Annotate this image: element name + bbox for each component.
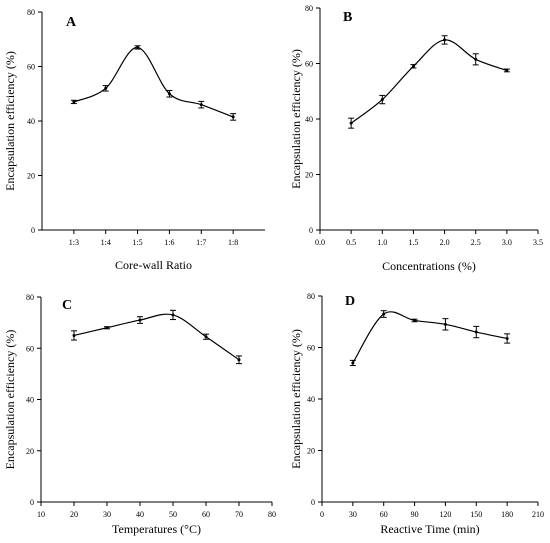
y-tick-label: 0 <box>31 226 35 235</box>
x-tick-label: 50 <box>169 510 177 519</box>
data-point <box>351 361 355 365</box>
data-point <box>105 326 109 330</box>
data-point <box>199 103 203 107</box>
y-tick-label: 40 <box>27 117 35 126</box>
x-tick-label: 70 <box>235 510 243 519</box>
x-tick-label: 1.5 <box>408 238 418 247</box>
y-axis-label: Encapsulation efficiency (%) <box>3 330 17 470</box>
x-tick-label: 2.5 <box>471 238 481 247</box>
x-axis-label: Temperatures (°C) <box>112 522 201 536</box>
data-point <box>72 100 76 104</box>
x-tick-label: 60 <box>380 510 388 519</box>
series-line <box>352 311 508 364</box>
y-tick-label: 20 <box>26 447 34 456</box>
series-line <box>73 46 234 118</box>
data-point <box>349 121 353 125</box>
data-point <box>138 318 142 322</box>
y-tick-label: 0 <box>309 226 313 235</box>
x-tick-label: 10 <box>37 510 45 519</box>
x-tick-label: 210 <box>532 510 544 519</box>
series-line <box>73 313 240 361</box>
data-point <box>171 313 175 317</box>
data-point <box>443 322 447 326</box>
y-tick-label: 0 <box>311 498 315 507</box>
x-tick-label: 30 <box>349 510 357 519</box>
x-tick-label: 1:4 <box>101 238 111 247</box>
y-tick-label: 80 <box>27 8 35 17</box>
data-point <box>505 68 509 72</box>
x-tick-label: 20 <box>70 510 78 519</box>
y-tick-label: 0 <box>30 498 34 507</box>
data-point <box>72 333 76 337</box>
x-tick-label: 30 <box>103 510 111 519</box>
y-tick-label: 40 <box>305 115 313 124</box>
y-tick-label: 60 <box>305 60 313 69</box>
y-tick-label: 60 <box>26 344 34 353</box>
x-tick-label: 1:7 <box>196 238 206 247</box>
x-tick-label: 3.5 <box>533 238 543 247</box>
data-point <box>204 335 208 339</box>
x-tick-label: 1:5 <box>132 238 142 247</box>
x-tick-label: 0.5 <box>346 238 356 247</box>
x-axis-label: Reactive Time (min) <box>380 522 479 536</box>
y-tick-label: 80 <box>305 4 313 13</box>
panel-label: C <box>62 298 72 313</box>
y-tick-label: 40 <box>307 395 315 404</box>
panel-c: 0 20 40 60 80 10 20 30 40 50 60 70 80 Temperatures (°… <box>3 293 276 536</box>
x-tick-label: 80 <box>268 510 276 519</box>
y-tick-label: 80 <box>26 293 34 302</box>
y-axis-label: Encapsulation efficiency (%) <box>3 51 17 191</box>
data-point <box>104 86 108 90</box>
data-point <box>231 115 235 119</box>
y-tick-label: 20 <box>305 171 313 180</box>
panel-b: 0 20 40 60 80 0.0 0.5 1.0 1.5 2.0 2.5 3.0 3.5 Concent… <box>289 4 543 273</box>
x-tick-label: 180 <box>501 510 513 519</box>
data-point <box>237 358 241 362</box>
panel-a: 0 20 40 60 80 1:3 1:4 1:5 1:6 1:7 1:8 Core-wall Rat… <box>3 8 265 272</box>
x-tick-label: 1:6 <box>164 238 174 247</box>
y-axis-label: Encapsulation efficiency (%) <box>289 329 303 469</box>
data-point <box>167 92 171 96</box>
data-point <box>474 330 478 334</box>
x-axis-label: Concentrations (%) <box>382 259 476 273</box>
y-tick-label: 40 <box>26 396 34 405</box>
x-tick-label: 1.0 <box>377 238 387 247</box>
data-point <box>443 38 447 42</box>
panel-d: 0 20 40 60 80 0 30 60 90 120 150 180 210 Reactive Tim… <box>289 292 544 536</box>
x-tick-label: 40 <box>136 510 144 519</box>
data-point <box>136 45 140 49</box>
x-tick-label: 1:3 <box>69 238 79 247</box>
x-tick-label: 2.0 <box>440 238 450 247</box>
x-tick-label: 3.0 <box>502 238 512 247</box>
y-tick-label: 60 <box>27 63 35 72</box>
x-tick-label: 90 <box>411 510 419 519</box>
x-tick-label: 0 <box>320 510 324 519</box>
y-tick-label: 80 <box>307 292 315 301</box>
x-tick-label: 120 <box>439 510 451 519</box>
panel-label: A <box>66 15 77 30</box>
x-tick-label: 150 <box>470 510 482 519</box>
panel-label: B <box>343 10 352 25</box>
data-point <box>380 98 384 102</box>
x-axis-label: Core-wall Ratio <box>115 258 192 272</box>
panel-label: D <box>345 294 355 309</box>
y-tick-label: 60 <box>307 344 315 353</box>
data-point <box>474 57 478 61</box>
x-tick-label: 1:8 <box>228 238 238 247</box>
y-tick-label: 20 <box>307 447 315 456</box>
series-line <box>350 39 508 124</box>
x-tick-label: 60 <box>202 510 210 519</box>
data-point <box>413 318 417 322</box>
y-tick-label: 20 <box>27 172 35 181</box>
data-point <box>382 312 386 316</box>
data-point <box>411 64 415 68</box>
x-tick-label: 0.0 <box>315 238 325 247</box>
data-point <box>505 336 509 340</box>
y-axis-label: Encapsulation efficiency (%) <box>289 49 303 189</box>
